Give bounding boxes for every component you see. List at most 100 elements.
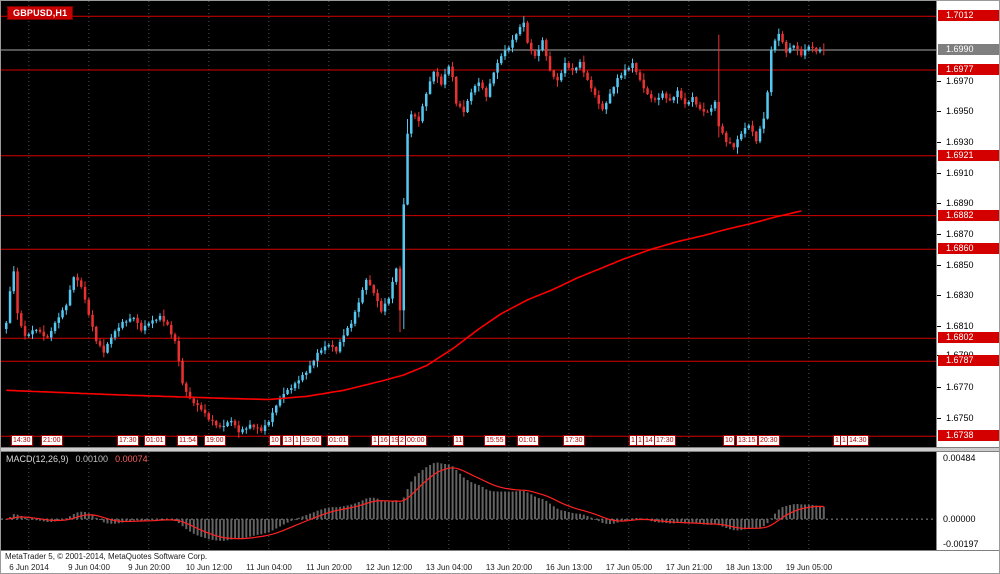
candle	[65, 305, 68, 311]
candle	[113, 331, 117, 338]
candle	[721, 126, 724, 133]
candle	[346, 327, 349, 336]
time-marker-badge[interactable]: 19:00	[204, 435, 226, 446]
candle	[646, 88, 649, 95]
time-marker-badge[interactable]: 13:15	[736, 435, 758, 446]
candle	[571, 67, 574, 71]
candle	[372, 285, 375, 293]
candle	[650, 94, 653, 99]
candle	[706, 111, 709, 113]
price-axis-label: 1.6810	[946, 321, 974, 331]
candle	[818, 49, 822, 52]
price-line-badge: 1.7012	[938, 10, 999, 21]
price-line-badge: 1.6977	[938, 64, 999, 75]
candle	[338, 342, 342, 352]
macd-axis[interactable]: 0.00484 0.00000 -0.00197	[936, 452, 999, 550]
candle	[496, 63, 499, 73]
date-axis-label: 12 Jun 12:00	[365, 563, 413, 572]
candle	[278, 398, 282, 406]
candle	[16, 271, 19, 314]
time-marker-badge[interactable]: 10	[723, 435, 735, 446]
time-marker-badge[interactable]: 11	[453, 435, 465, 446]
candle	[680, 90, 683, 99]
time-marker-badge[interactable]: 21:00	[41, 435, 63, 446]
candle	[162, 315, 165, 322]
candlestick-chart[interactable]	[1, 1, 936, 447]
candle	[518, 27, 522, 35]
time-marker-badge[interactable]: 01:01	[144, 435, 166, 446]
time-marker-badge[interactable]: 17:30	[654, 435, 676, 446]
candle	[665, 93, 668, 99]
candle	[297, 380, 300, 384]
candle	[117, 327, 120, 332]
candle	[792, 45, 795, 48]
axis-tick	[937, 111, 941, 112]
time-marker-badge[interactable]: 11:54	[177, 435, 198, 446]
candle	[12, 271, 15, 292]
candle	[751, 125, 754, 132]
time-marker-badge[interactable]: 01:01	[517, 435, 539, 446]
candle	[241, 429, 244, 433]
macd-value: 0.00100	[75, 454, 109, 464]
candle	[361, 290, 364, 303]
axis-tick	[937, 234, 941, 235]
date-axis-label: 18 Jun 13:00	[725, 563, 773, 572]
macd-pane[interactable]: MACD(12,26,9) 0.00100 0.00074	[1, 452, 936, 550]
macd-indicator-chart[interactable]	[1, 452, 936, 550]
candle	[233, 420, 237, 426]
candle	[788, 47, 792, 53]
candle	[5, 322, 8, 329]
candle	[237, 425, 240, 433]
candle	[661, 93, 664, 98]
candle	[95, 326, 98, 342]
candle	[267, 422, 270, 426]
time-marker-badge[interactable]: 19:00	[300, 435, 322, 446]
candle	[601, 103, 604, 110]
candle	[428, 81, 432, 94]
candle	[803, 49, 807, 56]
candle	[170, 324, 173, 335]
macd-signal-value: 0.00074	[115, 454, 148, 464]
time-axis[interactable]: MetaTrader 5, © 2001-2014, MetaQuotes So…	[1, 550, 999, 573]
time-marker-badge[interactable]: 17:30	[117, 435, 139, 446]
candle	[582, 62, 585, 73]
candle	[8, 291, 12, 323]
candle	[222, 426, 225, 428]
time-marker-badge[interactable]: 20:30	[758, 435, 780, 446]
time-marker-badge[interactable]: 10	[269, 435, 281, 446]
date-axis-label: 6 Jun 2014	[9, 563, 49, 572]
time-marker-badge[interactable]: 00:00	[405, 435, 427, 446]
panel-splitter[interactable]	[1, 447, 999, 452]
candle	[376, 292, 379, 301]
price-axis-label: 1.6770	[946, 382, 974, 392]
candle	[436, 71, 439, 77]
time-marker-badge[interactable]: 01:01	[327, 435, 349, 446]
candle	[121, 321, 124, 328]
candle	[822, 49, 825, 51]
candle	[395, 268, 398, 282]
candle	[773, 40, 777, 50]
candle	[136, 317, 139, 323]
candle	[35, 329, 38, 331]
moving-average-line[interactable]	[6, 210, 802, 401]
axis-tick	[937, 142, 941, 143]
time-marker-badge[interactable]: 14:30	[847, 435, 869, 446]
price-line-badge: 1.6882	[938, 210, 999, 221]
date-axis-label: 9 Jun 04:00	[68, 563, 110, 572]
candle	[230, 420, 233, 423]
candle	[192, 398, 195, 404]
candle	[687, 102, 690, 105]
candle	[683, 98, 687, 105]
price-axis[interactable]: 1.7012 1.6990 1.6977 1.6970 1.6950 1.6930 1.69…	[936, 1, 999, 447]
candle	[556, 76, 559, 81]
candle	[728, 142, 732, 144]
candle	[676, 90, 679, 98]
main-chart-pane[interactable]: GBPUSD,H1 14:30 21:00 17:30 01:01 11:54 19:00…	[1, 1, 936, 447]
candle	[312, 360, 315, 366]
candle	[305, 372, 308, 375]
time-marker-badge[interactable]: 14:30	[11, 435, 33, 446]
time-marker-badge[interactable]: 17:30	[563, 435, 585, 446]
candle	[698, 104, 702, 109]
price-axis-label: 1.6830	[946, 290, 974, 300]
time-marker-badge[interactable]: 15:55	[484, 435, 506, 446]
